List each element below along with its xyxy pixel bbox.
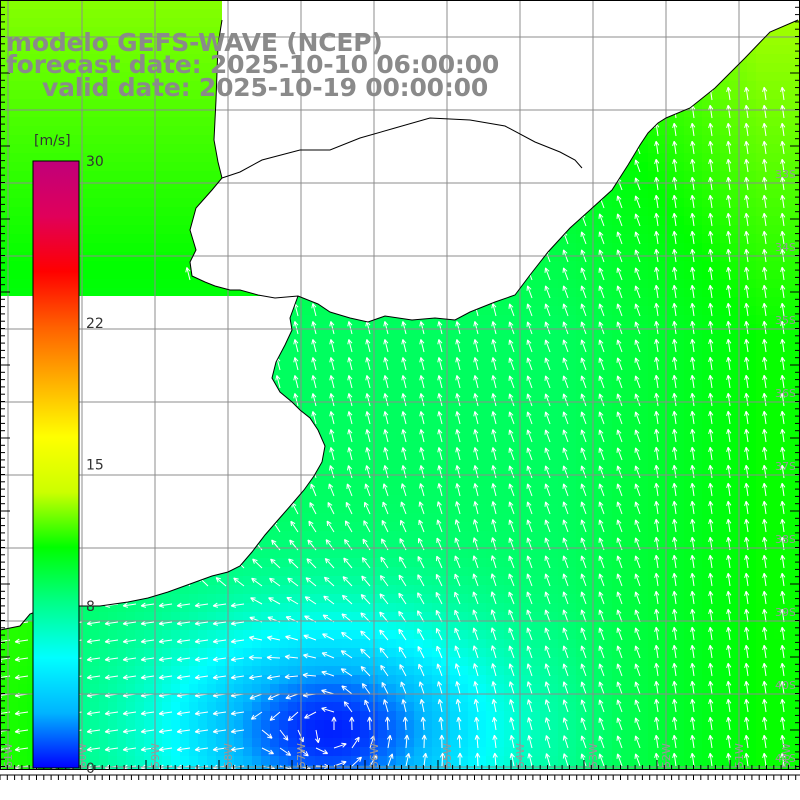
longitude-label: 50W (780, 743, 793, 768)
latitude-label: 40S (775, 679, 796, 692)
longitude-label: 57W (295, 743, 308, 768)
colorbar-tick-label: 15 (86, 458, 104, 474)
latitude-label: 33S (775, 168, 796, 181)
longitude-label: 55W (441, 743, 454, 768)
latitude-label: 41S (775, 752, 796, 765)
colorbar (32, 160, 80, 769)
latitude-labels: 33S 34S 35S 36S 37S 38S 39S 40S 41S (775, 168, 796, 765)
longitude-label: 51W (733, 743, 746, 768)
graticule (0, 0, 800, 770)
model-title: modelo GEFS-WAVE (NCEP) (6, 28, 383, 57)
border-line (221, 117, 583, 179)
wind-speed-field (0, 0, 800, 770)
colorbar-tick-label: 22 (86, 316, 104, 332)
forecast-date: forecast date: 2025-10-10 06:00:00 (6, 50, 500, 79)
latitude-label: 37S (775, 460, 796, 473)
colorbar-gradient (32, 160, 80, 769)
colorbar-tick-label: 30 (86, 154, 104, 170)
longitude-label: 53W (587, 743, 600, 768)
coastline (0, 19, 799, 631)
wind-arrows (0, 86, 786, 770)
colorbar-tick-label: 0 (86, 761, 95, 777)
latitude-label: 34S (775, 241, 796, 254)
latitude-label: 35S (775, 314, 796, 327)
valid-date: valid date: 2025-10-19 00:00:00 (42, 73, 489, 102)
longitude-label: 56W (368, 743, 381, 768)
colorbar-tick-labels: 30 22 15 8 0 (86, 154, 104, 777)
longitude-label: 54W (514, 743, 527, 768)
longitude-label: 58W (222, 743, 235, 768)
colorbar-unit: [m/s] (34, 133, 71, 149)
latitude-label: 36S (775, 387, 796, 400)
longitude-label: 61W (2, 743, 15, 768)
latitude-label: 39S (775, 606, 796, 619)
longitude-label: 59W (149, 743, 162, 768)
latitude-label: 38S (775, 533, 796, 546)
colorbar-tick-label: 8 (86, 599, 95, 615)
longitude-label: 52W (660, 743, 673, 768)
